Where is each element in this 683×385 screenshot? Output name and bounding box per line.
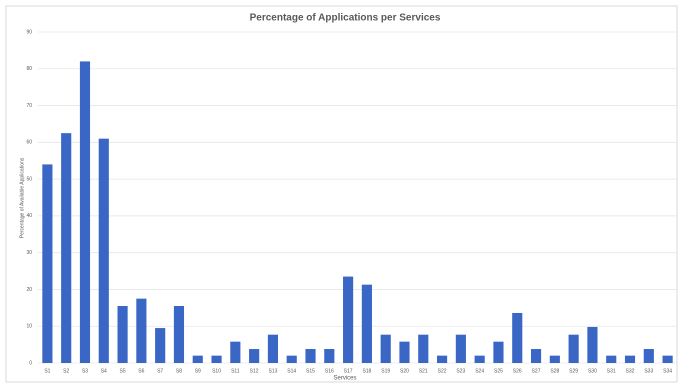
bar (211, 355, 222, 363)
x-tick-label: S2 (63, 368, 69, 374)
bar (267, 334, 279, 363)
bar (549, 355, 560, 363)
y-axis-label: Percentage of Available Applications (19, 157, 25, 238)
x-tick-label: S11 (231, 368, 240, 374)
x-tick-label: S20 (400, 368, 409, 374)
x-tick-label: S10 (212, 368, 221, 374)
bar (624, 355, 636, 363)
x-tick-label: S21 (419, 368, 428, 374)
x-tick-label: S15 (306, 368, 315, 374)
y-tick-label: 90 (26, 29, 32, 35)
bar (79, 61, 91, 364)
bar (399, 341, 410, 363)
x-tick-label: S13 (268, 368, 277, 374)
bar (117, 305, 128, 363)
y-tick-label: 50 (26, 176, 32, 182)
x-axis-label: Services (333, 376, 356, 382)
bar (512, 312, 523, 363)
x-tick-label: S27 (532, 368, 541, 374)
x-tick-label: S7 (157, 368, 163, 374)
x-tick-label: S17 (344, 368, 353, 374)
bar (361, 284, 372, 363)
bar (380, 334, 391, 363)
bar (305, 349, 316, 363)
x-tick-label: S9 (195, 368, 201, 374)
x-tick-label: S31 (607, 368, 616, 374)
bar (136, 298, 147, 363)
y-tick-label: 40 (26, 213, 32, 219)
x-tick-label: S14 (287, 368, 296, 374)
bar (324, 349, 335, 363)
x-tick-label: S29 (569, 368, 578, 374)
bar (61, 133, 72, 363)
y-tick-label: 30 (26, 250, 32, 256)
bar (249, 349, 260, 363)
bar (530, 349, 542, 363)
x-tick-label: S32 (626, 368, 635, 374)
x-tick-label: S30 (588, 368, 597, 374)
y-tick-label: 0 (29, 360, 32, 366)
y-tick-label: 70 (26, 103, 32, 109)
x-tick-label: S3 (82, 368, 88, 374)
bar (474, 355, 485, 363)
x-tick-label: S22 (438, 368, 447, 374)
bar (587, 326, 598, 363)
bar (343, 276, 354, 363)
x-tick-label: S1 (44, 368, 50, 374)
x-tick-label: S23 (456, 368, 465, 374)
x-tick-label: S24 (475, 368, 484, 374)
bar (192, 355, 203, 363)
x-tick-label: S18 (362, 368, 371, 374)
bar (436, 355, 448, 363)
bar (455, 334, 466, 363)
x-tick-label: S28 (550, 368, 559, 374)
y-tick-label: 80 (26, 66, 32, 72)
bar (286, 355, 297, 363)
y-tick-label: 10 (26, 324, 32, 330)
x-tick-label: S25 (494, 368, 503, 374)
x-tick-label: S16 (325, 368, 334, 374)
x-tick-label: S12 (250, 368, 259, 374)
bar (606, 355, 617, 363)
bar (98, 138, 109, 363)
x-tick-label: S5 (120, 368, 126, 374)
x-tick-label: S34 (663, 368, 672, 374)
bar (230, 341, 241, 363)
bar (493, 341, 504, 363)
x-tick-label: S19 (381, 368, 390, 374)
bar (662, 355, 673, 363)
y-tick-label: 20 (26, 287, 32, 293)
bar (42, 164, 53, 363)
x-tick-label: S4 (101, 368, 107, 374)
bar (643, 349, 654, 363)
x-tick-label: S6 (138, 368, 144, 374)
chart-title: Percentage of Applications per Services (250, 13, 441, 24)
y-tick-label: 60 (26, 140, 32, 146)
x-tick-label: S33 (644, 368, 653, 374)
bar (173, 305, 185, 363)
bar (418, 334, 429, 363)
x-tick-label: S26 (513, 368, 522, 374)
x-tick-label: S8 (176, 368, 182, 374)
bar (155, 328, 166, 363)
bar (568, 334, 579, 363)
